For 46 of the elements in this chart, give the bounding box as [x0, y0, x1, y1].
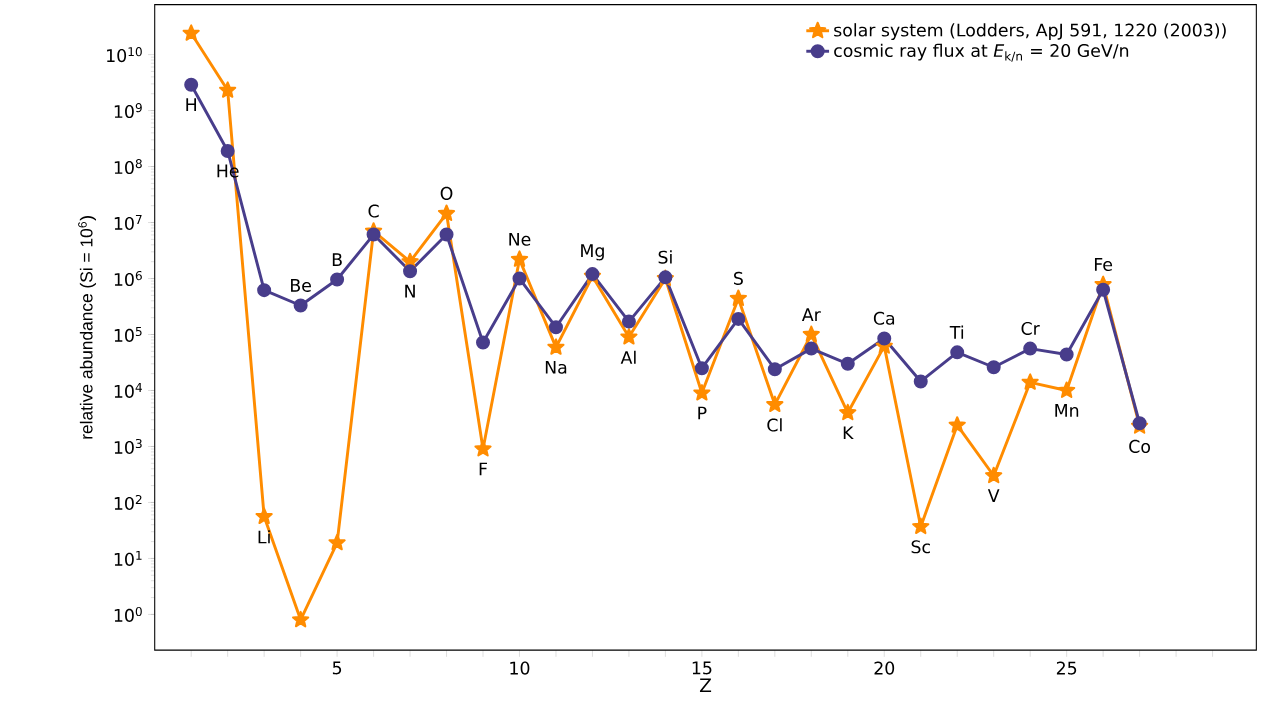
annotation: Sc	[911, 540, 930, 554]
annotation: Ca	[873, 311, 895, 325]
y-tick-label: 10$^{7}$	[114, 215, 142, 230]
annotation: Ti	[949, 325, 964, 339]
annotation: Li	[258, 530, 270, 544]
annotation: N	[405, 284, 415, 298]
annotation: Ne	[509, 232, 531, 246]
annotation: K	[843, 426, 854, 439]
annotation: V	[987, 489, 1000, 502]
annotation: P	[698, 406, 707, 420]
annotation: H	[186, 98, 197, 111]
y-tick-label: 10$^{3}$	[114, 438, 142, 454]
annotation: C	[368, 204, 379, 218]
annotation: Fe	[1094, 258, 1113, 271]
y-tick-label: 10$^{2}$	[114, 494, 142, 510]
annotation: Be	[291, 278, 311, 292]
y-tick-label: 10$^{4}$	[114, 382, 142, 398]
annotation: Ar	[801, 308, 821, 321]
annotation: Cl	[767, 418, 782, 432]
y-tick-label: 10$^{0}$	[114, 606, 142, 622]
y-tick-label: 10$^{8}$	[114, 158, 142, 175]
y-tick-label: 10$^{1}$	[114, 550, 142, 566]
legend-label: solar system (Lodders, ApJ 591, 1220 (2003))	[834, 23, 1226, 40]
x-tick-label: 25	[1056, 661, 1077, 675]
x-tick-label: 20	[874, 661, 895, 675]
x-axis-title: Z	[699, 678, 712, 693]
x-tick-label: 10	[510, 661, 530, 675]
y-tick-label: 10$^{9}$	[114, 102, 142, 119]
x-tick-label: 15	[692, 661, 712, 675]
y-tick-label: 10$^{5}$	[114, 326, 142, 342]
y-tick-label: 10$^{10}$	[107, 47, 142, 63]
annotation: O	[440, 186, 453, 200]
annotation: Si	[658, 250, 672, 264]
annotation: Al	[620, 350, 636, 364]
annotation: Na	[545, 360, 567, 374]
annotation: B	[332, 253, 342, 266]
y-axis-title: relative abundance (Si = 10$^{6}$)	[78, 216, 97, 439]
annotation: Cr	[1021, 321, 1040, 335]
annotation: S	[734, 271, 743, 285]
annotation: F	[479, 462, 487, 476]
legend-label: cosmic ray flux at E$_{k/n}$ = 20 GeV/n	[834, 43, 1129, 62]
annotation: Mn	[1055, 404, 1079, 417]
y-tick-label: 10$^{6}$	[114, 270, 142, 286]
annotation: Co	[1129, 439, 1151, 453]
annotation: Mg	[581, 244, 604, 261]
x-tick-label: 5	[332, 661, 342, 675]
